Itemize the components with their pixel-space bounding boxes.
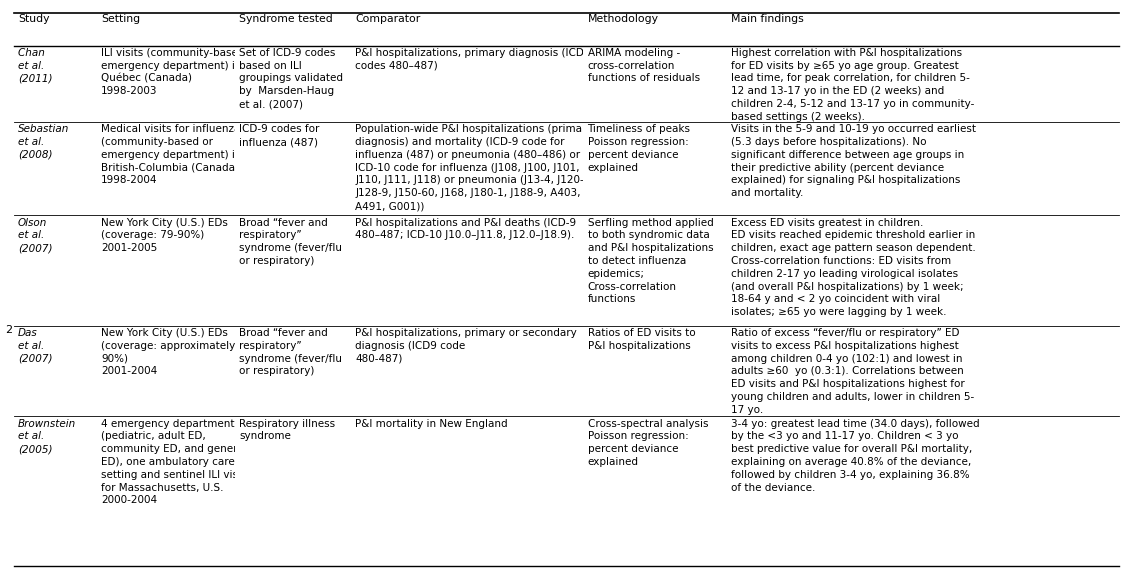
Text: P&I hospitalizations and P&I deaths (ICD-9
480–487; ICD-10 J10.0–J11.8, J12.0–J1: P&I hospitalizations and P&I deaths (ICD…: [356, 218, 576, 240]
Text: Das
et al.
(2007): Das et al. (2007): [18, 328, 53, 364]
Text: Chan 
et al.
(2011): Chan et al. (2011): [18, 48, 53, 83]
Text: Set of ICD-9 codes
based on ILI
groupings validated
by  Marsden-Haug
et al. (200: Set of ICD-9 codes based on ILI grouping…: [240, 48, 343, 109]
Text: New York City (U.S.) EDs
(coverage: approximately
90%)
2001-2004: New York City (U.S.) EDs (coverage: appr…: [101, 328, 235, 376]
Text: ILI visits (community-based or
emergency department) in
Québec (Canada)
1998-200: ILI visits (community-based or emergency…: [101, 48, 259, 96]
Text: Broad “fever and
respiratory”
syndrome (fever/flu
or respiratory): Broad “fever and respiratory” syndrome (…: [240, 218, 342, 266]
Text: P&I hospitalizations, primary diagnosis (ICD-9
codes 480–487): P&I hospitalizations, primary diagnosis …: [356, 48, 594, 71]
Text: Broad “fever and
respiratory”
syndrome (fever/flu
or respiratory): Broad “fever and respiratory” syndrome (…: [240, 328, 342, 376]
Text: Medical visits for influenza
(community-based or
emergency department) in
Britis: Medical visits for influenza (community-…: [101, 124, 242, 185]
Text: Ratios of ED visits to
P&I hospitalizations: Ratios of ED visits to P&I hospitalizati…: [587, 328, 695, 351]
Text: Sebastian
et al.
(2008): Sebastian et al. (2008): [18, 124, 70, 160]
Text: Highest correlation with P&I hospitalizations
for ED visits by ≥65 yo age group.: Highest correlation with P&I hospitaliza…: [731, 48, 974, 122]
Text: ICD-9 codes for
influenza (487): ICD-9 codes for influenza (487): [240, 124, 320, 147]
Text: P&I mortality in New England: P&I mortality in New England: [356, 419, 507, 428]
Text: New York City (U.S.) EDs
(coverage: 79-90%)
2001-2005: New York City (U.S.) EDs (coverage: 79-9…: [101, 218, 228, 253]
Text: Ratio of excess “fever/flu or respiratory” ED
visits to excess P&I hospitalizati: Ratio of excess “fever/flu or respirator…: [731, 328, 974, 415]
Text: P&I hospitalizations, primary or secondary
diagnosis (ICD9 code
480-487): P&I hospitalizations, primary or seconda…: [356, 328, 577, 364]
Text: Respiratory illness
syndrome: Respiratory illness syndrome: [240, 419, 335, 441]
Text: 2: 2: [6, 325, 12, 335]
Text: Brownstein
et al.
(2005): Brownstein et al. (2005): [18, 419, 76, 454]
Text: Visits in the 5-9 and 10-19 yo occurred earliest
(5.3 days before hospitalizatio: Visits in the 5-9 and 10-19 yo occurred …: [731, 124, 976, 198]
Text: Cross-spectral analysis
Poisson regression:
percent deviance
explained: Cross-spectral analysis Poisson regressi…: [587, 419, 708, 467]
Text: Comparator: Comparator: [356, 14, 421, 24]
Text: Setting: Setting: [101, 14, 141, 24]
Text: Excess ED visits greatest in children.
ED visits reached epidemic threshold earl: Excess ED visits greatest in children. E…: [731, 218, 976, 317]
Text: Timeliness of peaks
Poisson regression:
percent deviance
explained: Timeliness of peaks Poisson regression: …: [587, 124, 691, 173]
Text: Serfling method applied
to both syndromic data
and P&I hospitalizations
to detec: Serfling method applied to both syndromi…: [587, 218, 713, 305]
Text: 4 emergency departments
(pediatric, adult ED,
community ED, and general
ED), one: 4 emergency departments (pediatric, adul…: [101, 419, 251, 505]
Text: Methodology: Methodology: [587, 14, 658, 24]
Text: Syndrome tested: Syndrome tested: [240, 14, 333, 24]
Text: 3-4 yo: greatest lead time (34.0 days), followed
by the <3 yo and 11-17 yo. Chil: 3-4 yo: greatest lead time (34.0 days), …: [731, 419, 980, 493]
Text: Olson
et al.
(2007): Olson et al. (2007): [18, 218, 53, 253]
Text: ARIMA modeling -
cross-correlation
functions of residuals: ARIMA modeling - cross-correlation funct…: [587, 48, 700, 83]
Text: Study: Study: [18, 14, 50, 24]
Text: Main findings: Main findings: [731, 14, 804, 24]
Text: Population-wide P&I hospitalizations (primary
diagnosis) and mortality (ICD-9 co: Population-wide P&I hospitalizations (pr…: [356, 124, 594, 211]
